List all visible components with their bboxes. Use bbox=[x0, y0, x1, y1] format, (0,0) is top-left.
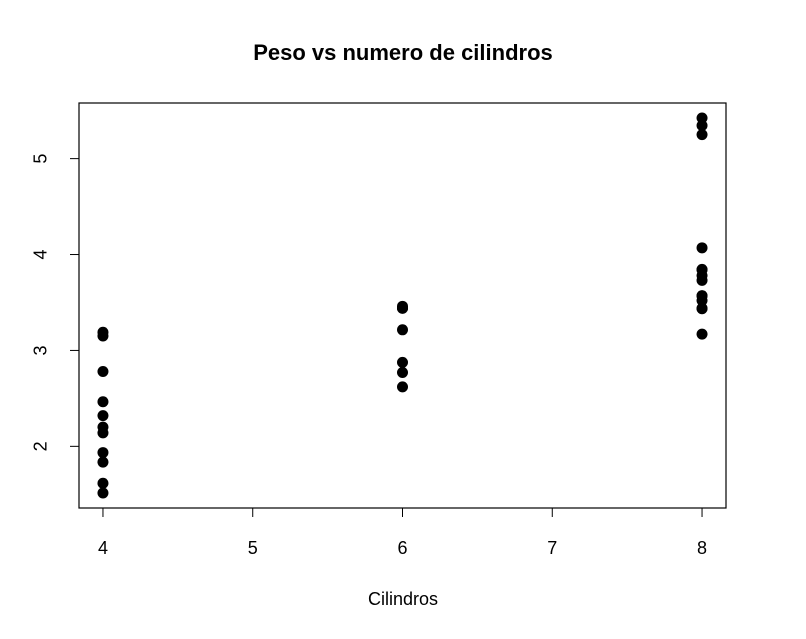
point bbox=[696, 263, 708, 275]
point bbox=[397, 356, 408, 368]
point bbox=[696, 290, 708, 302]
y-tick-label: 3 bbox=[31, 345, 51, 355]
point bbox=[97, 410, 109, 422]
point bbox=[397, 324, 408, 336]
point bbox=[696, 328, 708, 340]
point bbox=[97, 366, 109, 378]
chart-title: Peso vs numero de cilindros bbox=[253, 40, 553, 65]
point bbox=[696, 242, 708, 254]
x-tick-label: 4 bbox=[98, 538, 108, 558]
point bbox=[97, 456, 109, 468]
y-tick-label: 5 bbox=[31, 154, 51, 164]
point bbox=[97, 427, 109, 439]
point bbox=[397, 381, 408, 393]
y-tick-label: 2 bbox=[31, 441, 51, 451]
point bbox=[696, 129, 708, 141]
point bbox=[97, 330, 109, 342]
point bbox=[97, 447, 109, 459]
x-tick-label: 8 bbox=[697, 538, 707, 558]
x-tick-label: 7 bbox=[547, 538, 557, 558]
point bbox=[97, 477, 109, 489]
point bbox=[696, 112, 708, 124]
point bbox=[97, 487, 109, 499]
point bbox=[97, 396, 109, 408]
x-tick-label: 6 bbox=[397, 538, 407, 558]
x-tick-label: 5 bbox=[248, 538, 258, 558]
point bbox=[696, 303, 708, 315]
x-axis-label: Cilindros bbox=[368, 589, 438, 609]
y-tick-label: 4 bbox=[31, 250, 51, 260]
point bbox=[397, 302, 408, 314]
point bbox=[397, 366, 408, 378]
point bbox=[696, 120, 708, 132]
